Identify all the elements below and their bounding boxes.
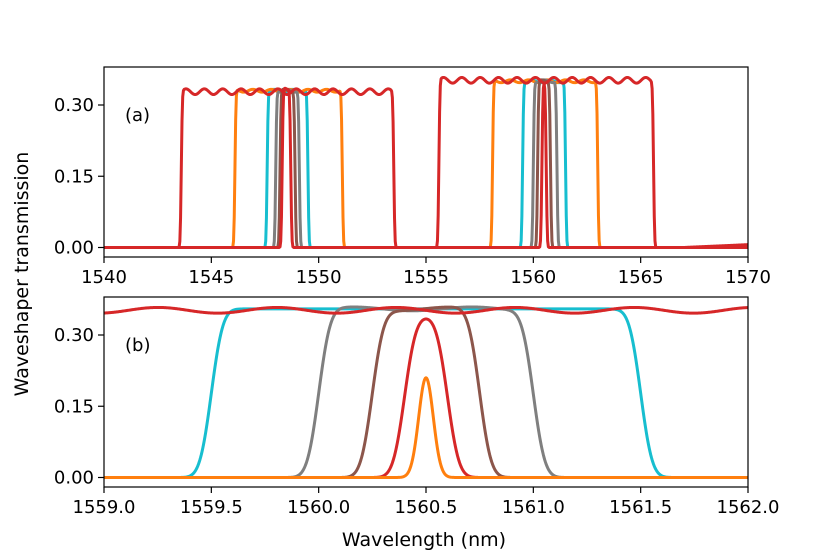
x-tick-label: 1560.0 bbox=[287, 497, 350, 518]
plot-area bbox=[104, 75, 748, 249]
x-tick-label: 1550 bbox=[296, 267, 342, 288]
x-tick-label: 1559.0 bbox=[73, 497, 136, 518]
plot-area bbox=[104, 305, 748, 479]
x-tick-label: 1561.5 bbox=[609, 497, 672, 518]
series-orange bbox=[104, 376, 748, 479]
series-red-flat bbox=[104, 305, 748, 315]
x-tick-label: 1545 bbox=[188, 267, 234, 288]
x-tick-label: 1562.0 bbox=[717, 497, 780, 518]
panel-b: 1559.0 1559.5 1560.0 1560.5 1561.0 1561.5 1562… bbox=[54, 296, 780, 518]
y-tick-label: 0.30 bbox=[54, 95, 94, 116]
y-axis-label: Waveshaper transmission bbox=[11, 152, 33, 397]
x-axis-label: Wavelength (nm) bbox=[342, 529, 506, 551]
x-tick-label: 1561.0 bbox=[502, 497, 565, 518]
x-tick-label: 1559.5 bbox=[180, 497, 243, 518]
panel-label: (a) bbox=[125, 105, 150, 126]
series-cyan bbox=[104, 307, 748, 479]
panel-label: (b) bbox=[125, 335, 150, 356]
x-tick-label: 1555 bbox=[403, 267, 449, 288]
y-tick-label: 0.00 bbox=[54, 238, 94, 259]
x-tick-label: 1560.5 bbox=[395, 497, 458, 518]
x-tick-label: 1560 bbox=[510, 267, 556, 288]
y-tick-label: 0.00 bbox=[54, 468, 94, 489]
x-tick-label: 1540 bbox=[81, 267, 127, 288]
y-tick-label: 0.30 bbox=[54, 325, 94, 346]
panel-a: 1540 1545 1550 1555 1560 1565 1570 0.00 0.15 0.30… bbox=[54, 66, 771, 288]
x-tick-label: 1565 bbox=[618, 267, 664, 288]
x-tick-label: 1570 bbox=[725, 267, 771, 288]
y-tick-label: 0.15 bbox=[54, 166, 94, 187]
series-red-wide bbox=[104, 75, 748, 249]
y-tick-label: 0.15 bbox=[54, 396, 94, 417]
